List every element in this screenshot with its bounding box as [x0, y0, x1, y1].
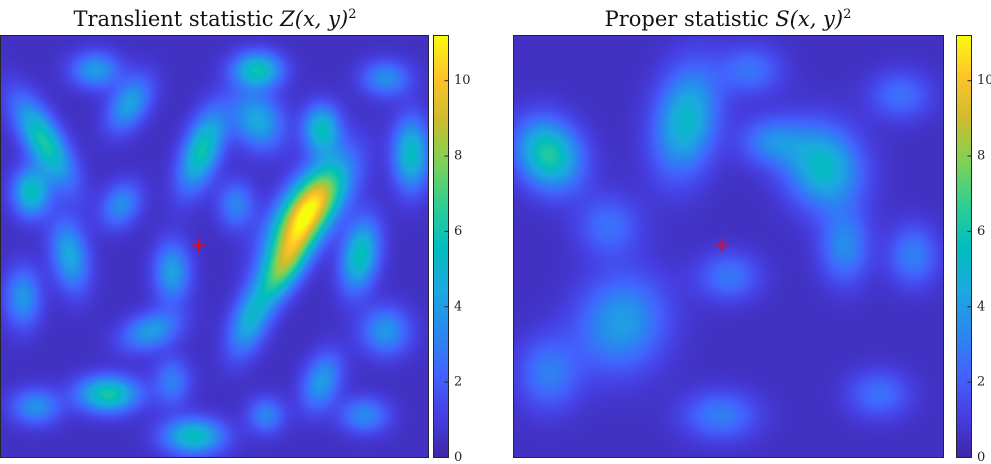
- colorbar-tick-label: 6: [454, 224, 462, 239]
- heatmap-canvas: [514, 36, 943, 457]
- colorbar-gradient: [956, 35, 972, 458]
- panel-translient: Translient statistic Z(x, y)2 + 0 2 4 6 8 10: [0, 0, 490, 464]
- chart-title-sup: 2: [843, 7, 852, 22]
- colorbar-tick-label: 10: [454, 73, 471, 88]
- chart-title-math: Z(x, y): [280, 7, 349, 31]
- heatmap-chart: + 0 2 4 6 8 10: [513, 35, 991, 464]
- marker-group: +: [190, 234, 208, 259]
- chart-title-text: Proper statistic: [604, 7, 776, 31]
- colorbar-tick-label: 2: [454, 375, 462, 390]
- source-marker: +: [190, 234, 208, 259]
- colorbar-tick-label: 4: [977, 299, 985, 314]
- heatmap-chart: + 0 2 4 6 8 10: [0, 35, 471, 464]
- colorbar-tick-label: 0: [454, 450, 462, 464]
- chart-title: Translient statistic Z(x, y)2: [0, 0, 430, 31]
- colorbar-tick-label: 8: [454, 149, 462, 164]
- colorbar-gradient: [433, 35, 449, 458]
- marker-group: +: [712, 234, 730, 259]
- colorbar-tick-label: 6: [977, 224, 985, 239]
- chart-title: Proper statistic S(x, y)2: [513, 0, 943, 31]
- chart-title-text: Translient statistic: [73, 7, 281, 31]
- source-marker: +: [712, 234, 730, 259]
- colorbar: 0 2 4 6 8 10: [956, 35, 991, 464]
- colorbar-tick-label: 0: [977, 450, 985, 464]
- chart-title-sup: 2: [348, 7, 357, 22]
- colorbar-tick-label: 4: [454, 299, 462, 314]
- colorbar: 0 2 4 6 8 10: [433, 35, 471, 464]
- plot-area: +: [0, 35, 429, 458]
- colorbar-tick-label: 8: [977, 149, 985, 164]
- colorbar-tick-label: 2: [977, 375, 985, 390]
- panel-proper: Proper statistic S(x, y)2 + 0 2 4 6 8 10: [513, 0, 991, 464]
- plot-area: +: [513, 35, 944, 458]
- colorbar-tick-label: 10: [977, 73, 991, 88]
- heatmap-canvas: [1, 36, 428, 457]
- chart-title-math: S(x, y): [775, 7, 844, 31]
